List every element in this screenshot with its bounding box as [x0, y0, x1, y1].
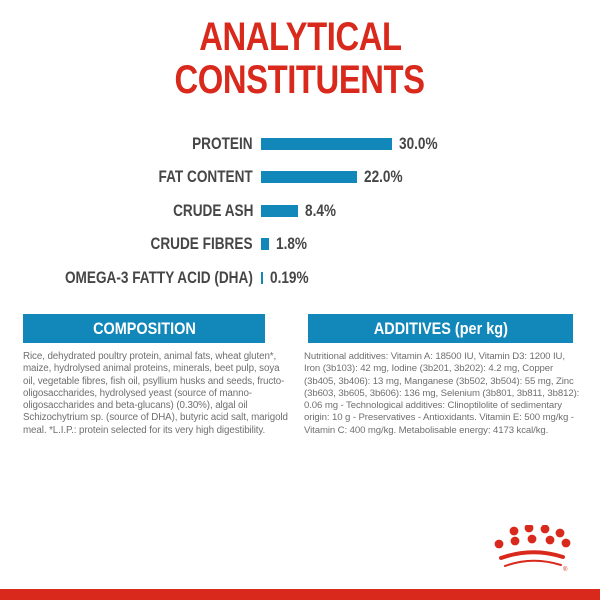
- composition-header: COMPOSITION: [23, 314, 265, 343]
- chart-bar: [261, 204, 298, 217]
- composition-body-text: Rice, dehydrated poultry protein, animal…: [23, 351, 288, 436]
- chart-value-label: 8.4%: [304, 200, 336, 220]
- chart-bar: [261, 171, 358, 184]
- additives-header-label: ADDITIVES (per kg): [373, 319, 508, 338]
- page-title-line2: CONSTITUENTS: [174, 58, 426, 102]
- page-title: ANALYTICAL CONSTITUENTS: [0, 16, 600, 102]
- chart-row: FAT CONTENT 22.0%: [0, 161, 600, 195]
- analytical-constituents-chart: PROTEIN 30.0% FAT CONTENT 22.0% CRUDE ASH 8.4…: [0, 127, 600, 295]
- additives-body-text: Nutritional additives: Vitamin A: 18500 …: [304, 351, 580, 436]
- chart-row: PROTEIN 30.0%: [0, 127, 600, 161]
- royal-canin-crown-logo-icon: ®: [494, 525, 571, 573]
- chart-row: CRUDE ASH 8.4%: [0, 194, 600, 228]
- chart-value-label: 0.19%: [269, 267, 309, 287]
- chart-bar: [261, 271, 263, 284]
- chart-category-label: OMEGA-3 FATTY ACID (DHA): [65, 267, 253, 287]
- chart-row: OMEGA-3 FATTY ACID (DHA) 0.19%: [0, 261, 600, 295]
- chart-value-label: 1.8%: [275, 234, 307, 254]
- chart-category-label: CRUDE FIBRES: [150, 234, 253, 254]
- page-title-line1: ANALYTICAL: [198, 15, 402, 59]
- chart-category-label: FAT CONTENT: [158, 167, 253, 187]
- chart-category-label: CRUDE ASH: [172, 200, 253, 220]
- chart-value-label: 22.0%: [364, 167, 403, 187]
- chart-bar: [261, 137, 393, 150]
- additives-header: ADDITIVES (per kg): [308, 314, 573, 343]
- chart-bar: [261, 238, 269, 251]
- chart-row: CRUDE FIBRES 1.8%: [0, 228, 600, 262]
- chart-value-label: 30.0%: [399, 133, 438, 153]
- chart-category-label: PROTEIN: [192, 133, 253, 153]
- registered-trademark-symbol: ®: [563, 566, 568, 573]
- composition-header-label: COMPOSITION: [92, 319, 196, 338]
- footer-red-bar: [0, 589, 600, 600]
